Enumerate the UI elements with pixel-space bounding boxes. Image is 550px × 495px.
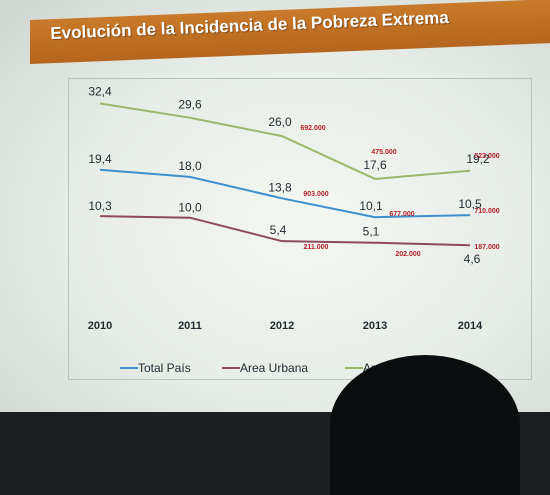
x-tick-2010: 2010 bbox=[88, 320, 112, 332]
projection-screen bbox=[0, 0, 550, 412]
annotation-count: 677.000 bbox=[389, 211, 414, 218]
plot-frame bbox=[68, 78, 532, 380]
annotation-count: 903.000 bbox=[303, 191, 328, 198]
data-label-total-pais-2012: 13,8 bbox=[268, 180, 292, 194]
data-label-area-rural-2012: 26,0 bbox=[268, 115, 292, 129]
x-tick-2012: 2012 bbox=[270, 320, 294, 332]
data-label-area-urbana-2011: 10,0 bbox=[178, 201, 202, 215]
data-label-area-rural-2010: 32,4 bbox=[88, 84, 112, 98]
annotation-count: 187.000 bbox=[474, 244, 499, 251]
x-tick-2014: 2014 bbox=[458, 320, 483, 332]
x-tick-2011: 2011 bbox=[178, 320, 202, 332]
series-line-area-rural bbox=[99, 102, 471, 180]
annotation-count: 692.000 bbox=[300, 125, 325, 132]
annotation-count: 475.000 bbox=[371, 149, 396, 156]
series-line-total-pais bbox=[99, 168, 471, 219]
data-label-area-rural-2013: 17,6 bbox=[363, 158, 387, 172]
data-label-area-urbana-2013: 5,1 bbox=[363, 225, 380, 239]
data-label-total-pais-2011: 18,0 bbox=[178, 159, 202, 173]
annotation-count: 710.000 bbox=[474, 208, 499, 215]
legend-label-total-pais: Total País bbox=[138, 361, 191, 375]
data-label-area-urbana-2012: 5,4 bbox=[270, 223, 287, 237]
audience-head-silhouette bbox=[330, 355, 520, 495]
annotation-count: 211.000 bbox=[304, 244, 329, 251]
annotation-count: 202.000 bbox=[395, 251, 420, 258]
line-chart: 19,4 18,0 13,8 10,1 10,5 10,3 10,0 5,4 5,1 4,6 32,… bbox=[88, 84, 500, 375]
x-tick-2013: 2013 bbox=[363, 320, 387, 332]
data-label-area-urbana-2014: 4,6 bbox=[464, 252, 481, 266]
annotation-count: 523.000 bbox=[474, 153, 499, 160]
data-label-total-pais-2014: 10,5 bbox=[458, 197, 482, 211]
data-label-total-pais-2013: 10,1 bbox=[359, 199, 383, 213]
data-label-area-urbana-2010: 10,3 bbox=[88, 199, 112, 213]
data-label-area-rural-2011: 29,6 bbox=[178, 98, 202, 112]
data-label-total-pais-2010: 19,4 bbox=[88, 152, 112, 166]
series-line-area-urbana bbox=[99, 215, 471, 247]
legend-label-area-urbana: Area Urbana bbox=[240, 361, 308, 375]
data-label-area-rural-2014: 19,2 bbox=[466, 152, 490, 166]
